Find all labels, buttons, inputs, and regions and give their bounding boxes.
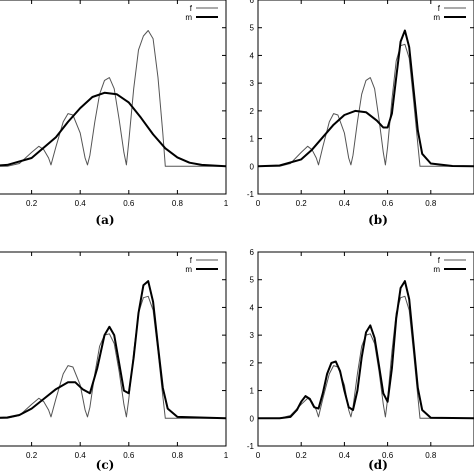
x-tick-label-b: 0	[256, 199, 261, 208]
x-tick-label-d: 0.8	[425, 451, 437, 460]
series-f-line-c	[0, 295, 226, 419]
legend-label-f-a: f	[190, 4, 193, 13]
y-tick-label-d: 1	[250, 387, 255, 396]
plot-frame-c	[0, 251, 227, 447]
y-tick-label-b: 3	[250, 79, 255, 88]
x-tick-label-a: 0.2	[26, 199, 38, 208]
y-tick-label-d: -1	[247, 442, 255, 451]
y-tick-label-d: 0	[250, 414, 255, 423]
x-tick-label-d: 0.6	[382, 451, 394, 460]
x-tick-label-a: 0.8	[172, 199, 184, 208]
panel-caption-d: (d)	[368, 458, 388, 472]
y-tick-label-b: -1	[247, 190, 255, 199]
plot-frame-b	[257, 0, 474, 195]
x-tick-label-c: 0.6	[123, 451, 135, 460]
x-tick-label-b: 0.6	[382, 199, 394, 208]
legend-label-f-d: f	[438, 256, 441, 265]
series-m-line-d	[258, 280, 474, 420]
x-tick-label-c: 0.4	[75, 451, 87, 460]
y-tick-label-b: 4	[250, 51, 255, 60]
series-m-line-b	[258, 29, 474, 168]
x-tick-label-c: 0.2	[26, 451, 38, 460]
panel-c: 0.2 0.4 0.6 0.8 1 fm (c)	[0, 251, 229, 472]
legend-label-m-c: m	[185, 265, 192, 274]
y-tick-label-d: 5	[250, 276, 255, 285]
y-tick-label-b: 0	[250, 162, 255, 171]
series-m-line-a	[0, 91, 226, 168]
x-tick-label-a: 0.4	[75, 199, 87, 208]
series-f-line-b	[258, 43, 474, 167]
plot-frame-d	[257, 251, 474, 447]
x-tick-label-b: 0.4	[339, 199, 351, 208]
series-m-line-c	[0, 280, 226, 420]
panel-caption-a: (a)	[95, 213, 114, 227]
y-tick-label-d: 6	[250, 248, 255, 257]
x-tick-label-c: 0.8	[172, 451, 184, 460]
x-tick-label-c: 1	[224, 451, 229, 460]
legend-label-m-a: m	[185, 13, 192, 22]
x-tick-label-d: 0.4	[339, 451, 351, 460]
x-tick-label-d: 0.2	[296, 451, 308, 460]
y-tick-label-b: 1	[250, 135, 255, 144]
x-tick-label-d: 0	[256, 451, 261, 460]
series-f-line-d	[258, 295, 474, 419]
legend-label-m-b: m	[433, 13, 440, 22]
legend-label-f-c: f	[190, 256, 193, 265]
panel-caption-b: (b)	[368, 213, 388, 227]
x-tick-label-b: 0.2	[296, 199, 308, 208]
y-tick-label-d: 2	[250, 359, 255, 368]
plot-frame-a	[0, 0, 227, 195]
panel-a: 0.2 0.4 0.6 0.8 1 fm (a)	[0, 0, 229, 227]
legend-label-f-b: f	[438, 4, 441, 13]
y-tick-label-b: 6	[250, 0, 255, 5]
y-tick-label-d: 3	[250, 331, 255, 340]
x-tick-label-a: 1	[224, 199, 229, 208]
y-tick-label-d: 4	[250, 303, 255, 312]
panel-caption-c: (c)	[96, 458, 115, 472]
x-tick-label-a: 0.6	[123, 199, 135, 208]
y-tick-label-b: 2	[250, 107, 255, 116]
y-tick-label-b: 5	[250, 24, 255, 33]
series-f-line-a	[0, 30, 226, 167]
x-tick-label-b: 0.8	[425, 199, 437, 208]
legend-label-m-d: m	[433, 265, 440, 274]
